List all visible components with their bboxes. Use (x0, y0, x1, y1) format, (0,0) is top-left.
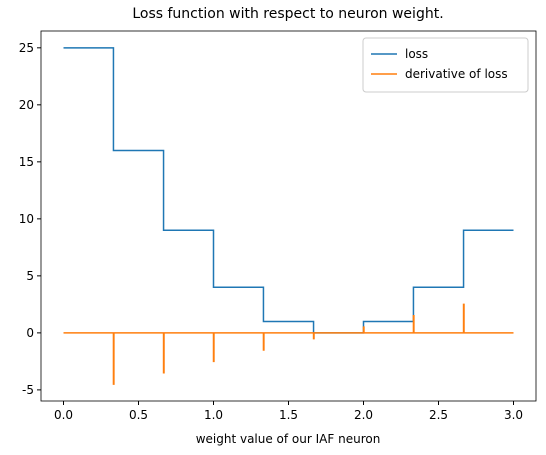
x-tick-label: 3.0 (504, 408, 523, 422)
y-tick-label: 10 (19, 212, 34, 226)
line (63, 303, 514, 385)
plot-frame (40, 30, 537, 402)
line (63, 47, 514, 334)
y-tick-label: 0 (26, 326, 34, 340)
legend-box (362, 37, 529, 93)
y-tick-label: -5 (22, 383, 34, 397)
legend-label: loss (405, 47, 428, 61)
x-tick-label: 1.0 (204, 408, 223, 422)
x-tick-label: 0.0 (54, 408, 73, 422)
legend-label: derivative of loss (405, 67, 508, 81)
y-tick-label: 5 (26, 269, 34, 283)
y-tick-label: 15 (19, 155, 34, 169)
x-tick-label: 2.0 (354, 408, 373, 422)
y-tick-label: 25 (19, 41, 34, 55)
x-tick-label: 1.5 (279, 408, 298, 422)
x-tick-label: 0.5 (129, 408, 148, 422)
chart-title: Loss function with respect to neuron wei… (132, 6, 443, 22)
x-axis-label: weight value of our IAF neuron (196, 432, 381, 446)
x-tick-label: 2.5 (429, 408, 448, 422)
y-tick-label: 20 (19, 98, 34, 112)
